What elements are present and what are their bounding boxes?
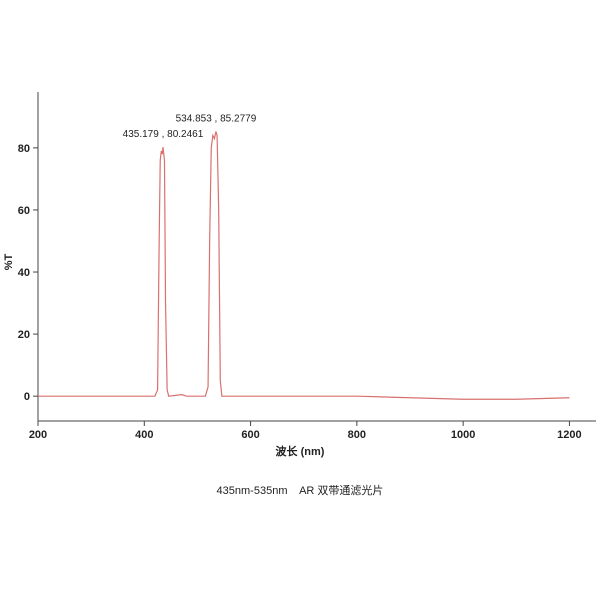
x-tick-label: 600 bbox=[241, 429, 259, 441]
y-axis-label: %T bbox=[3, 253, 15, 270]
y-tick-label: 60 bbox=[18, 205, 30, 217]
x-tick-label: 800 bbox=[348, 429, 366, 441]
y-tick-label: 20 bbox=[18, 329, 30, 341]
x-axis-label: 波长 (nm) bbox=[276, 444, 325, 458]
x-tick-label: 1000 bbox=[451, 429, 475, 441]
annotation: 435.179 , 80.2461 bbox=[123, 129, 204, 140]
annotation: 534.853 , 85.2779 bbox=[176, 113, 257, 124]
y-tick-label: 80 bbox=[18, 143, 30, 155]
x-tick-label: 200 bbox=[29, 429, 47, 441]
caption: 435nm-535nm AR 双带通滤光片 bbox=[217, 483, 384, 497]
y-tick-label: 40 bbox=[18, 267, 30, 279]
x-tick-label: 1200 bbox=[557, 429, 581, 441]
x-tick-label: 400 bbox=[135, 429, 153, 441]
series-line bbox=[38, 131, 570, 400]
y-tick-label: 0 bbox=[24, 391, 30, 403]
